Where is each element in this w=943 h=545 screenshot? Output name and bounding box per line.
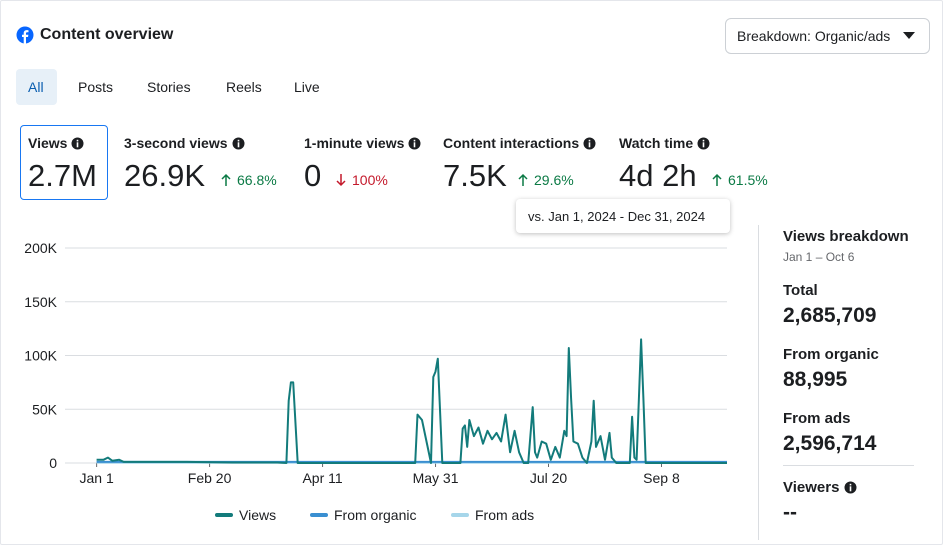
- legend-swatch: [451, 513, 469, 517]
- x-tick-label: Jan 1: [80, 470, 114, 486]
- x-tick-label: Feb 20: [188, 470, 232, 486]
- tooltip-text: vs. Jan 1, 2024 - Dec 31, 2024: [528, 209, 706, 224]
- metric-change: 29.6%: [534, 172, 574, 188]
- x-tick-label: Jul 20: [530, 470, 568, 486]
- info-bar: [849, 486, 852, 492]
- y-tick-label: 0: [49, 455, 57, 471]
- legend-swatch: [310, 513, 328, 517]
- tab[interactable]: Reels: [226, 79, 262, 95]
- caret: [903, 32, 915, 39]
- stat-label: Total: [783, 282, 818, 299]
- info-dot: [413, 139, 416, 142]
- y-tick-label: 150K: [24, 294, 57, 310]
- info-dot: [702, 139, 705, 142]
- metric-change: 100%: [352, 172, 388, 188]
- metric-value: 4d 2h: [619, 158, 697, 193]
- metric-value: 26.9K: [124, 158, 206, 193]
- tab-active-bg: [16, 69, 57, 105]
- legend-label[interactable]: Views: [239, 507, 276, 523]
- info-bar: [76, 142, 79, 148]
- x-tick-label: Apr 11: [302, 470, 342, 486]
- sidebar-title: Views breakdown: [783, 228, 909, 245]
- legend-label[interactable]: From ads: [475, 507, 534, 523]
- facebook-icon: [16, 26, 34, 44]
- metric-label: Watch time: [619, 135, 694, 151]
- metric-selected[interactable]: [20, 125, 108, 200]
- tab[interactable]: Live: [294, 79, 320, 95]
- info-bar: [588, 142, 591, 148]
- change-arrow: [712, 173, 722, 186]
- metric-change: 66.8%: [237, 172, 277, 188]
- stat-value: --: [783, 501, 797, 524]
- info-bar: [413, 142, 416, 148]
- divider: [758, 225, 759, 540]
- x-tick-label: Sep 8: [643, 470, 680, 486]
- stat-label: Viewers: [783, 479, 840, 496]
- change-arrow: [221, 173, 231, 186]
- info-icon[interactable]: [408, 137, 421, 150]
- arrow: [336, 174, 346, 187]
- stat-value: 2,685,709: [783, 304, 877, 327]
- title: Content overview: [40, 26, 174, 43]
- metric-value: 0: [304, 158, 322, 193]
- info-icon[interactable]: [697, 137, 710, 150]
- metric-label: Content interactions: [443, 135, 580, 151]
- chart: 0 50K 100K 150K 200K Jan 1 Feb 20 Apr 11 May 31 J…: [24, 240, 727, 523]
- arrow: [221, 173, 231, 186]
- metric-value: 2.7M: [28, 158, 97, 193]
- stat-label: From organic: [783, 346, 879, 363]
- info-icon[interactable]: [71, 137, 84, 150]
- metric-label: Views: [28, 135, 68, 151]
- tab[interactable]: Posts: [78, 79, 114, 95]
- tooltip: vs. Jan 1, 2024 - Dec 31, 2024: [516, 199, 730, 233]
- stat-value: 88,995: [783, 368, 848, 391]
- metric-label: 1-minute views: [304, 135, 405, 151]
- info-dot: [588, 139, 591, 142]
- arrow: [518, 173, 528, 186]
- change-arrow: [518, 173, 528, 186]
- stat-value: 2,596,714: [783, 432, 877, 455]
- info-dot: [237, 139, 240, 142]
- tab[interactable]: All: [28, 79, 44, 95]
- sidebar-subtitle: Jan 1 – Oct 6: [783, 250, 855, 264]
- metric-value: 7.5K: [443, 158, 507, 193]
- info-dot: [76, 139, 79, 142]
- info-bar: [702, 142, 705, 148]
- x-tick-label: May 31: [413, 470, 459, 486]
- stat-label: From ads: [783, 410, 851, 427]
- y-tick-label: 50K: [32, 401, 58, 417]
- metric-label: 3-second views: [124, 135, 228, 151]
- breakdown-button[interactable]: Breakdown: Organic/ads: [725, 18, 930, 54]
- arrow: [712, 173, 722, 186]
- info-icon[interactable]: [232, 137, 245, 150]
- info-bar: [237, 142, 240, 148]
- stats-divider: [783, 465, 914, 466]
- info-icon[interactable]: [844, 481, 857, 494]
- info-icon[interactable]: [583, 137, 596, 150]
- breakdown-label: Breakdown: Organic/ads: [737, 28, 891, 44]
- tab[interactable]: Stories: [147, 79, 191, 95]
- metric-change: 61.5%: [728, 172, 768, 188]
- legend-swatch: [215, 513, 233, 517]
- series-line: [96, 338, 727, 464]
- y-tick-label: 200K: [24, 240, 57, 256]
- legend-label[interactable]: From organic: [334, 507, 416, 523]
- change-arrow: [336, 174, 346, 187]
- info-dot: [849, 483, 852, 486]
- y-tick-label: 100K: [24, 348, 57, 364]
